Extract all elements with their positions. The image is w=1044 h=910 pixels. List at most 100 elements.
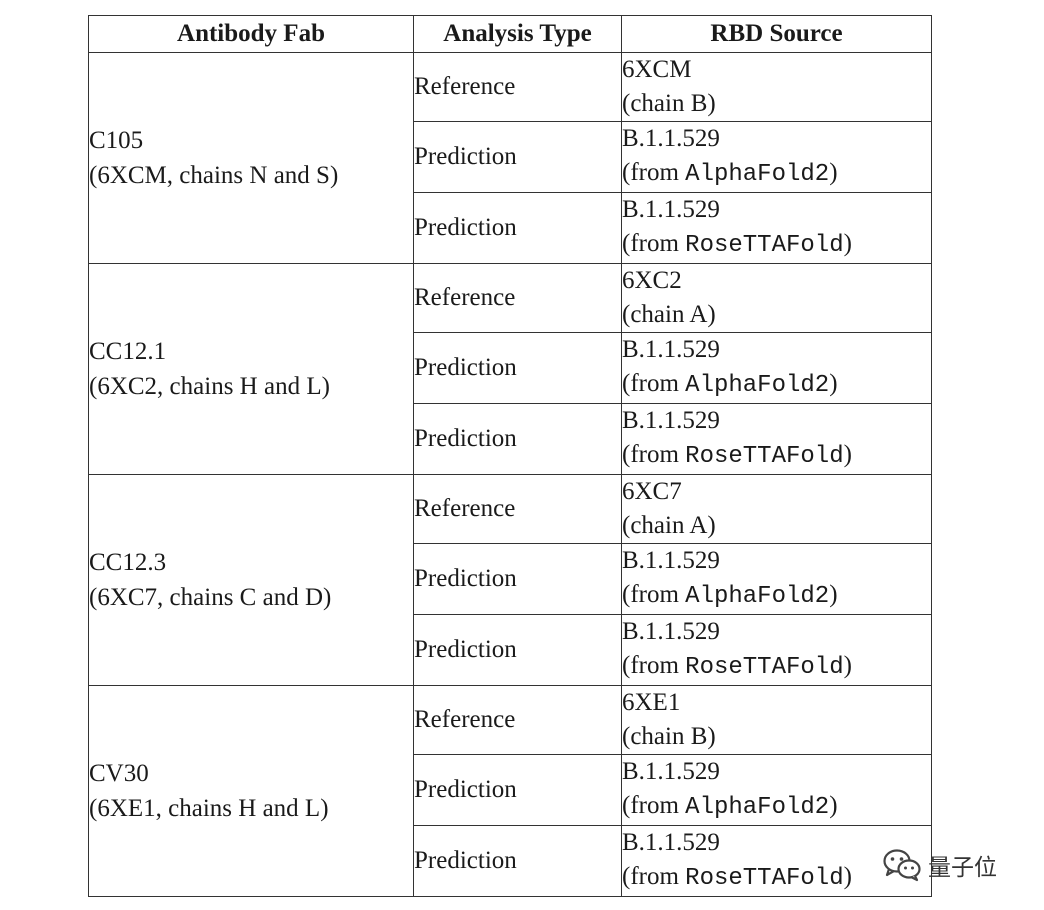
rbd-source-prefix: (from xyxy=(622,581,686,608)
analysis-type-cell: Prediction xyxy=(413,121,622,193)
watermark-text: 量子位 xyxy=(928,855,997,881)
analysis-type-cell: Reference xyxy=(413,263,622,333)
rbd-source-tool: RoseTTAFold xyxy=(685,232,844,259)
rbd-source-cell: B.1.1.529 (from AlphaFold2) xyxy=(621,332,932,404)
rbd-source-detail: (from AlphaFold2) xyxy=(622,578,931,614)
table-row: Prediction B.1.1.529 (from RoseTTAFold) xyxy=(89,403,932,475)
rbd-source-prefix: (from xyxy=(622,441,686,468)
antibody-name: C105 xyxy=(89,127,144,154)
rbd-source-prefix: (from xyxy=(622,863,686,890)
rbd-source-tool: RoseTTAFold xyxy=(685,654,844,681)
rbd-source-suffix: ) xyxy=(829,792,838,819)
rbd-source-suffix: ) xyxy=(829,159,838,186)
rbd-source-detail: (from AlphaFold2) xyxy=(622,156,931,192)
table-row: Prediction B.1.1.529 (from AlphaFold2) xyxy=(89,121,932,193)
analysis-type-cell: Reference xyxy=(413,685,622,755)
rbd-source-tool: RoseTTAFold xyxy=(685,865,844,892)
wechat-icon xyxy=(882,848,922,882)
table-row: Prediction B.1.1.529 (from AlphaFold2) xyxy=(89,543,932,615)
table-row: Prediction B.1.1.529 (from RoseTTAFold) xyxy=(89,192,932,264)
rbd-source-suffix: ) xyxy=(829,370,838,397)
table-row: Prediction B.1.1.529 (from RoseTTAFold) xyxy=(89,614,932,686)
analysis-type-cell: Prediction xyxy=(413,332,622,404)
rbd-source-detail: (chain A) xyxy=(622,301,716,328)
rbd-source-prefix: (from xyxy=(622,652,686,679)
rbd-source-tool: AlphaFold2 xyxy=(685,794,830,821)
rbd-source-detail: (from RoseTTAFold) xyxy=(622,438,931,474)
antibody-name: CC12.1 xyxy=(89,338,167,365)
table-row: CC12.1 (6XC2, chains H and L) Reference 6XC… xyxy=(88,263,932,475)
rbd-source-id: B.1.1.529 xyxy=(622,196,720,223)
rbd-source-cell: B.1.1.529 (from AlphaFold2) xyxy=(621,121,932,193)
rbd-source-tool: AlphaFold2 xyxy=(685,161,830,188)
antibody-table: Antibody Fab Analysis Type RBD Source C1… xyxy=(88,15,932,897)
rbd-source-detail: (chain A) xyxy=(622,512,716,539)
rbd-source-prefix: (from xyxy=(622,159,686,186)
header-analysis-type: Analysis Type xyxy=(413,15,622,53)
rbd-source-detail: (chain B) xyxy=(622,90,716,117)
rbd-source-detail: (from AlphaFold2) xyxy=(622,789,931,825)
analysis-type-cell: Prediction xyxy=(413,825,622,897)
rbd-source-detail: (from AlphaFold2) xyxy=(622,367,931,403)
header-antibody-fab: Antibody Fab xyxy=(88,15,414,53)
rbd-source-id: B.1.1.529 xyxy=(622,125,720,152)
rbd-source-suffix: ) xyxy=(843,441,852,468)
rbd-source-id: 6XE1 xyxy=(622,689,681,716)
antibody-cell: CV30 (6XE1, chains H and L) xyxy=(88,685,414,897)
antibody-name: CC12.3 xyxy=(89,549,167,576)
antibody-structure: (6XC7, chains C and D) xyxy=(89,584,332,611)
analysis-type-cell: Reference xyxy=(413,52,622,122)
rbd-source-cell: 6XC7 (chain A) xyxy=(621,474,932,544)
analysis-type-cell: Prediction xyxy=(413,403,622,475)
analysis-type-cell: Reference xyxy=(413,474,622,544)
rbd-source-id: B.1.1.529 xyxy=(622,829,720,856)
header-rbd-source: RBD Source xyxy=(621,15,932,53)
antibody-cell: C105 (6XCM, chains N and S) xyxy=(88,52,414,264)
rbd-source-tool: AlphaFold2 xyxy=(685,583,830,610)
antibody-name: CV30 xyxy=(89,760,149,787)
antibody-cell: CC12.3 (6XC7, chains C and D) xyxy=(88,474,414,686)
table-row: Prediction B.1.1.529 (from AlphaFold2) xyxy=(89,754,932,826)
rbd-source-detail: (from RoseTTAFold) xyxy=(622,860,931,896)
rbd-source-cell: 6XCM (chain B) xyxy=(621,52,932,122)
analysis-type-cell: Prediction xyxy=(413,754,622,826)
rbd-source-cell: B.1.1.529 (from RoseTTAFold) xyxy=(621,614,932,686)
table-row: CC12.3 (6XC7, chains C and D) Reference 6XC… xyxy=(88,474,932,686)
analysis-type-cell: Prediction xyxy=(413,543,622,615)
rbd-source-detail: (from RoseTTAFold) xyxy=(622,649,931,685)
rbd-source-suffix: ) xyxy=(829,581,838,608)
antibody-structure: (6XCM, chains N and S) xyxy=(89,162,339,189)
rbd-source-cell: B.1.1.529 (from RoseTTAFold) xyxy=(621,825,932,897)
rbd-source-id: 6XCM xyxy=(622,56,692,83)
antibody-structure: (6XE1, chains H and L) xyxy=(89,795,329,822)
rbd-source-suffix: ) xyxy=(843,652,852,679)
rbd-source-suffix: ) xyxy=(843,230,852,257)
rbd-source-cell: B.1.1.529 (from AlphaFold2) xyxy=(621,543,932,615)
rbd-source-id: 6XC2 xyxy=(622,267,682,294)
table-row: Prediction B.1.1.529 (from RoseTTAFold) xyxy=(89,825,932,897)
rbd-source-cell: B.1.1.529 (from RoseTTAFold) xyxy=(621,403,932,475)
rbd-source-tool: RoseTTAFold xyxy=(685,443,844,470)
rbd-source-id: B.1.1.529 xyxy=(622,336,720,363)
rbd-source-id: B.1.1.529 xyxy=(622,407,720,434)
rbd-source-prefix: (from xyxy=(622,792,686,819)
table-row: C105 (6XCM, chains N and S) Reference 6XCM (… xyxy=(88,52,932,264)
rbd-source-prefix: (from xyxy=(622,230,686,257)
rbd-source-id: B.1.1.529 xyxy=(622,758,720,785)
rbd-source-cell: B.1.1.529 (from RoseTTAFold) xyxy=(621,192,932,264)
rbd-source-detail: (from RoseTTAFold) xyxy=(622,227,931,263)
antibody-cell: CC12.1 (6XC2, chains H and L) xyxy=(88,263,414,475)
rbd-source-id: 6XC7 xyxy=(622,478,682,505)
analysis-type-cell: Prediction xyxy=(413,614,622,686)
rbd-source-cell: 6XE1 (chain B) xyxy=(621,685,932,755)
rbd-source-tool: AlphaFold2 xyxy=(685,372,830,399)
rbd-source-suffix: ) xyxy=(843,863,852,890)
rbd-source-id: B.1.1.529 xyxy=(622,547,720,574)
watermark: 量子位 xyxy=(882,847,997,883)
table-row: Prediction B.1.1.529 (from AlphaFold2) xyxy=(89,332,932,404)
rbd-source-prefix: (from xyxy=(622,370,686,397)
analysis-type-cell: Prediction xyxy=(413,192,622,264)
rbd-source-cell: 6XC2 (chain A) xyxy=(621,263,932,333)
header-row: Antibody Fab Analysis Type RBD Source xyxy=(88,15,932,53)
